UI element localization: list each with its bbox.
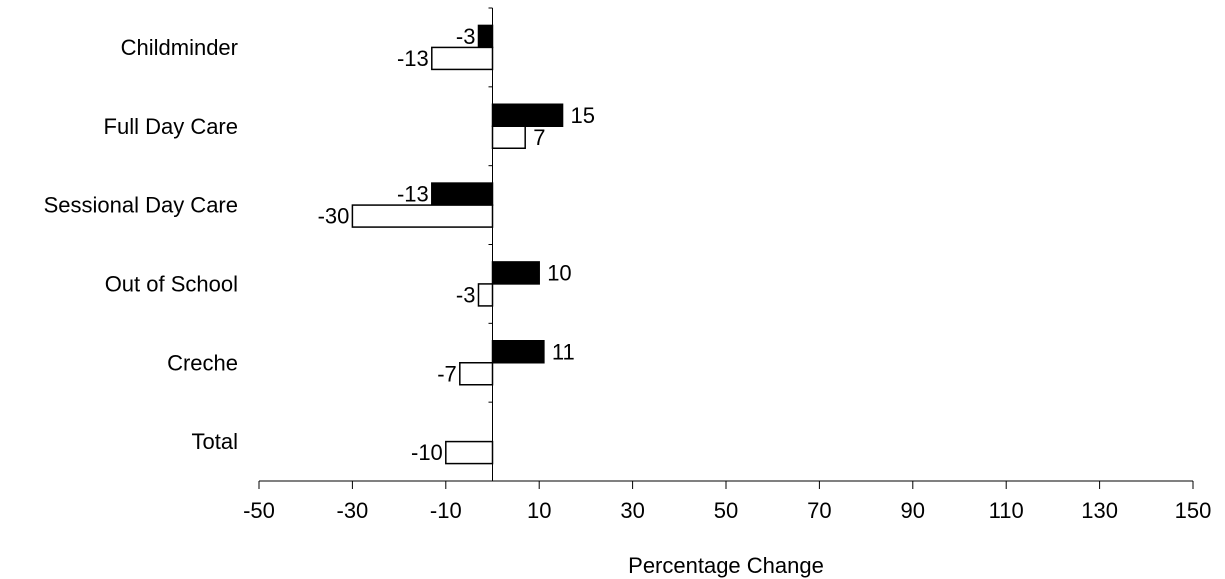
- bar: [445, 440, 494, 465]
- bar: [491, 125, 526, 149]
- category-label: Out of School: [105, 271, 238, 296]
- x-tick-label: -30: [337, 498, 369, 523]
- x-tick-label: 150: [1175, 498, 1212, 523]
- data-label: -7: [437, 361, 457, 386]
- data-label: -13: [397, 46, 429, 71]
- x-tick-label: 70: [807, 498, 831, 523]
- bar: [459, 362, 494, 386]
- bars: [351, 24, 564, 465]
- category-label: Total: [192, 429, 238, 454]
- data-label: 11: [552, 339, 575, 364]
- bar: [477, 24, 494, 49]
- x-tick-label: 90: [901, 498, 925, 523]
- bar: [491, 340, 545, 364]
- bar: [431, 182, 494, 206]
- x-tick-label: 50: [714, 498, 738, 523]
- category-label: Childminder: [121, 35, 238, 60]
- bar: [491, 103, 564, 127]
- bar: [477, 283, 494, 307]
- labels: Childminder Full Day Care Sessional Day Ca…: [44, 24, 595, 465]
- data-label: 15: [571, 103, 595, 128]
- category-label: Full Day Care: [104, 114, 238, 139]
- x-tick-label: 110: [989, 498, 1024, 523]
- category-label: Sessional Day Care: [44, 193, 238, 218]
- data-label: 10: [547, 260, 571, 285]
- x-tick-label: 30: [620, 498, 644, 523]
- x-axis-title: Percentage Change: [628, 553, 824, 578]
- data-label: -10: [411, 440, 443, 465]
- x-tick-label: -50: [243, 498, 275, 523]
- bar: [431, 46, 494, 71]
- axes: -50 -30 -10 10 30 50 70 90 110 130 150: [243, 7, 1212, 523]
- x-tick-label: -10: [430, 498, 462, 523]
- bar: [491, 261, 540, 285]
- data-label: -3: [456, 282, 476, 307]
- data-label: -13: [397, 182, 429, 207]
- x-tick-label: 10: [527, 498, 551, 523]
- data-label: -3: [456, 24, 476, 49]
- data-label: -30: [318, 204, 350, 229]
- x-tick-label: 130: [1081, 498, 1118, 523]
- bar: [351, 204, 494, 228]
- category-label: Creche: [167, 350, 238, 375]
- data-label: 7: [533, 125, 545, 150]
